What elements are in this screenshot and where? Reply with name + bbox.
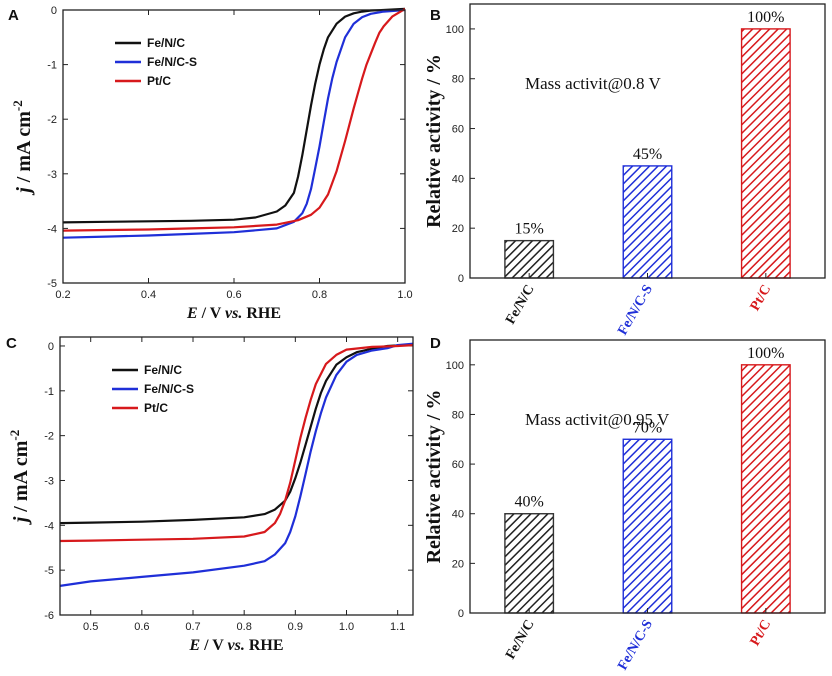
bar-pt-c (740, 364, 791, 614)
category-label: Pt/C (748, 283, 775, 314)
x-axis-label: E / V vs. RHE (186, 305, 281, 322)
series-line-pt-c (62, 7, 406, 232)
category-label: Fe/N/C-S (615, 282, 656, 338)
y-tick-label: 80 (452, 409, 464, 421)
legend-entry: Fe/N/C-S (144, 382, 194, 396)
y-axis-label: j / mA cm-2 (10, 100, 35, 196)
category-label: Fe/N/C (503, 283, 537, 328)
y-tick-label: 20 (452, 223, 464, 235)
panel-letter: D (430, 335, 441, 352)
y-tick-label: 0 (51, 5, 57, 17)
bar-value-label: 100% (747, 9, 784, 26)
y-tick-label: 0 (458, 273, 464, 285)
y-tick-label: -2 (44, 431, 54, 443)
bar-chart-b: B 0 20 40 60 80 100 15% Fe/N/C 45% Fe/N/C-S 100% Pt/… (423, 3, 826, 338)
y-tick-label: 80 (452, 74, 464, 86)
x-tick-label: 0.7 (185, 621, 200, 633)
legend-entry: Fe/N/C-S (147, 55, 197, 69)
x-tick-label: 0.4 (141, 289, 156, 301)
series-line-fe-n-c (62, 7, 406, 224)
y-axis-label: Relative activity / % (423, 54, 445, 228)
y-tick-label: -6 (44, 610, 54, 622)
y-tick-label: 0 (48, 341, 54, 353)
y-axis-label: j / mA cm-2 (7, 430, 32, 526)
x-tick-label: 0.8 (237, 621, 252, 633)
y-tick-label: -1 (44, 386, 54, 398)
bar-value-label: 40% (515, 494, 544, 511)
legend-entry: Pt/C (147, 74, 171, 88)
x-axis-label: E / V vs. RHE (188, 637, 283, 654)
series-line-fe-n-c (59, 343, 414, 525)
legend-entry: Pt/C (144, 401, 168, 415)
legend-entry: Fe/N/C (147, 36, 185, 50)
panel-letter: A (8, 7, 19, 24)
x-tick-label: 1.1 (390, 621, 405, 633)
x-tick-label: 0.9 (288, 621, 303, 633)
line-chart-a: A 0.2 0.4 0.6 0.8 1.0 -5 -4 -3 -2 -1 0 Fe/N/C Fe/N/C-… (8, 5, 413, 322)
y-tick-label: 60 (452, 459, 464, 471)
x-tick-label: 0.6 (226, 289, 241, 301)
bar-chart-d: D 0 20 40 60 80 100 40% Fe/N/C 70% Fe/N/C-S 100% Pt/… (423, 335, 826, 673)
bar-pt-c (740, 28, 791, 279)
y-tick-label: -4 (44, 520, 54, 532)
bar-value-label: 15% (515, 221, 544, 238)
annotation: Mass activit@0.95 V (525, 410, 670, 429)
bar-fe-n-c (504, 239, 555, 279)
category-label: Pt/C (748, 618, 775, 649)
y-axis-label: Relative activity / % (423, 390, 445, 564)
x-tick-label: 1.0 (397, 289, 412, 301)
series-line-fe-n-c-s (62, 8, 406, 239)
bar-value-label: 70% (633, 419, 662, 436)
x-tick-label: 0.6 (134, 621, 149, 633)
bar-fe-n-c (504, 513, 555, 614)
plot-frame (469, 339, 826, 614)
y-tick-label: 20 (452, 558, 464, 570)
y-tick-label: 60 (452, 124, 464, 136)
panel-letter: B (430, 7, 441, 24)
annotation: Mass activit@0.8 V (525, 74, 661, 93)
bar-value-label: 45% (633, 146, 662, 163)
y-tick-label: -4 (47, 223, 57, 235)
plot-frame (469, 3, 826, 279)
x-tick-label: 0.8 (312, 289, 327, 301)
y-tick-label: -1 (47, 60, 57, 72)
y-tick-label: -3 (47, 169, 57, 181)
plot-frame (59, 336, 414, 616)
bar-value-label: 100% (747, 345, 784, 362)
y-tick-label: -3 (44, 475, 54, 487)
y-tick-label: -5 (44, 565, 54, 577)
series-line-fe-n-c-s (59, 342, 414, 587)
x-tick-label: 0.5 (83, 621, 98, 633)
legend: Fe/N/C Fe/N/C-S Pt/C (115, 36, 197, 88)
y-tick-label: 40 (452, 173, 464, 185)
bar-fe-n-c-s (622, 165, 673, 279)
legend-entry: Fe/N/C (144, 363, 182, 377)
legend: Fe/N/C Fe/N/C-S Pt/C (112, 363, 194, 415)
y-tick-label: 100 (446, 360, 464, 372)
y-tick-label: -2 (47, 114, 57, 126)
category-label: Fe/N/C-S (615, 617, 656, 673)
bar-fe-n-c-s (622, 438, 673, 614)
y-tick-label: -5 (47, 278, 57, 290)
line-chart-c: C 0.5 0.6 0.7 0.8 0.9 1.0 1.1 -6 -5 -4 -3 -2 -1 0 Fe/N/… (6, 335, 414, 654)
panel-letter: C (6, 335, 17, 352)
category-label: Fe/N/C (503, 618, 537, 663)
series-line-pt-c (59, 344, 414, 543)
x-tick-label: 1.0 (339, 621, 354, 633)
x-tick-label: 0.2 (55, 289, 70, 301)
plot-frame (62, 9, 406, 284)
y-tick-label: 100 (446, 24, 464, 36)
y-tick-label: 0 (458, 608, 464, 620)
y-tick-label: 40 (452, 509, 464, 521)
